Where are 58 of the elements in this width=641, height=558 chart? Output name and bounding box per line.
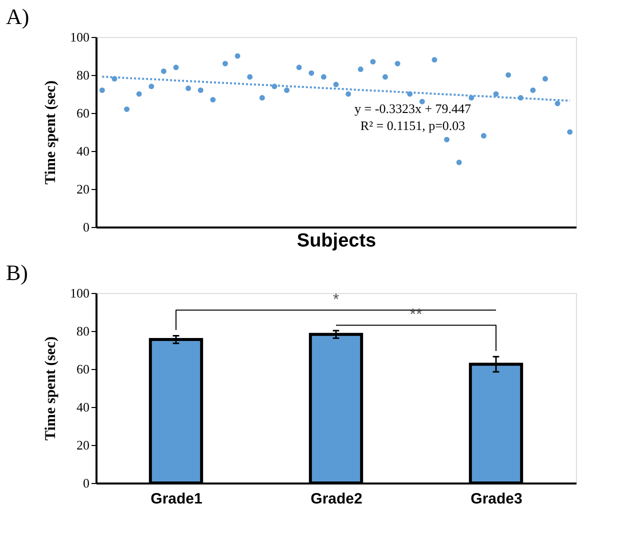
y-tick-label: 20 bbox=[76, 182, 90, 196]
x-tick-label: Grade1 bbox=[150, 490, 202, 508]
y-tick-label: 40 bbox=[76, 144, 90, 158]
y-tick-label: 0 bbox=[83, 476, 90, 490]
point bbox=[444, 136, 450, 142]
point bbox=[358, 66, 364, 72]
y-tick-label: 0 bbox=[83, 220, 90, 234]
point bbox=[542, 76, 548, 82]
point bbox=[124, 106, 130, 112]
point bbox=[259, 95, 265, 101]
point bbox=[160, 68, 166, 74]
annotation: ** bbox=[410, 306, 422, 324]
y-tick-label: 100 bbox=[70, 30, 90, 44]
point bbox=[567, 129, 573, 135]
point bbox=[210, 96, 216, 102]
point bbox=[480, 133, 486, 139]
y-tick-label: 80 bbox=[76, 68, 90, 82]
point bbox=[346, 91, 352, 97]
point bbox=[136, 91, 142, 97]
point bbox=[530, 87, 536, 93]
point bbox=[370, 58, 376, 64]
point bbox=[506, 72, 512, 78]
point bbox=[308, 70, 314, 76]
point bbox=[186, 86, 192, 92]
annotation: * bbox=[332, 291, 340, 308]
point bbox=[432, 57, 438, 63]
y-tick-label: 80 bbox=[76, 324, 90, 338]
x-axis-title: Subjects bbox=[296, 230, 376, 252]
point bbox=[419, 98, 425, 104]
point bbox=[234, 53, 240, 59]
annotation: y = -0.3323x + 79.447 bbox=[354, 101, 472, 116]
point bbox=[382, 74, 388, 80]
point bbox=[198, 87, 204, 93]
point bbox=[173, 64, 179, 70]
point bbox=[284, 87, 290, 93]
point bbox=[394, 60, 400, 66]
y-tick-label: 60 bbox=[76, 362, 90, 376]
y-tick-label: 20 bbox=[76, 438, 90, 452]
y-axis-title: Time spent (sec) bbox=[43, 80, 59, 184]
point bbox=[296, 64, 302, 70]
x-tick-label: Grade2 bbox=[310, 490, 362, 508]
point bbox=[222, 60, 228, 66]
chart-title: B) bbox=[6, 260, 28, 285]
y-tick-label: 60 bbox=[76, 106, 90, 120]
point bbox=[148, 84, 154, 90]
annotation: R² = 0.1151, p=0.03 bbox=[360, 118, 466, 134]
y-axis-title: Time spent (sec) bbox=[43, 336, 59, 440]
point bbox=[493, 91, 499, 97]
point bbox=[247, 74, 253, 80]
x-tick-label: Grade3 bbox=[470, 490, 522, 508]
y-tick-label: 40 bbox=[76, 400, 90, 414]
y-tick-label: 100 bbox=[70, 286, 90, 300]
point bbox=[554, 100, 560, 106]
point bbox=[320, 74, 326, 80]
point bbox=[456, 160, 462, 166]
chart-title: A) bbox=[6, 4, 30, 29]
point bbox=[99, 87, 105, 93]
point bbox=[333, 82, 339, 88]
